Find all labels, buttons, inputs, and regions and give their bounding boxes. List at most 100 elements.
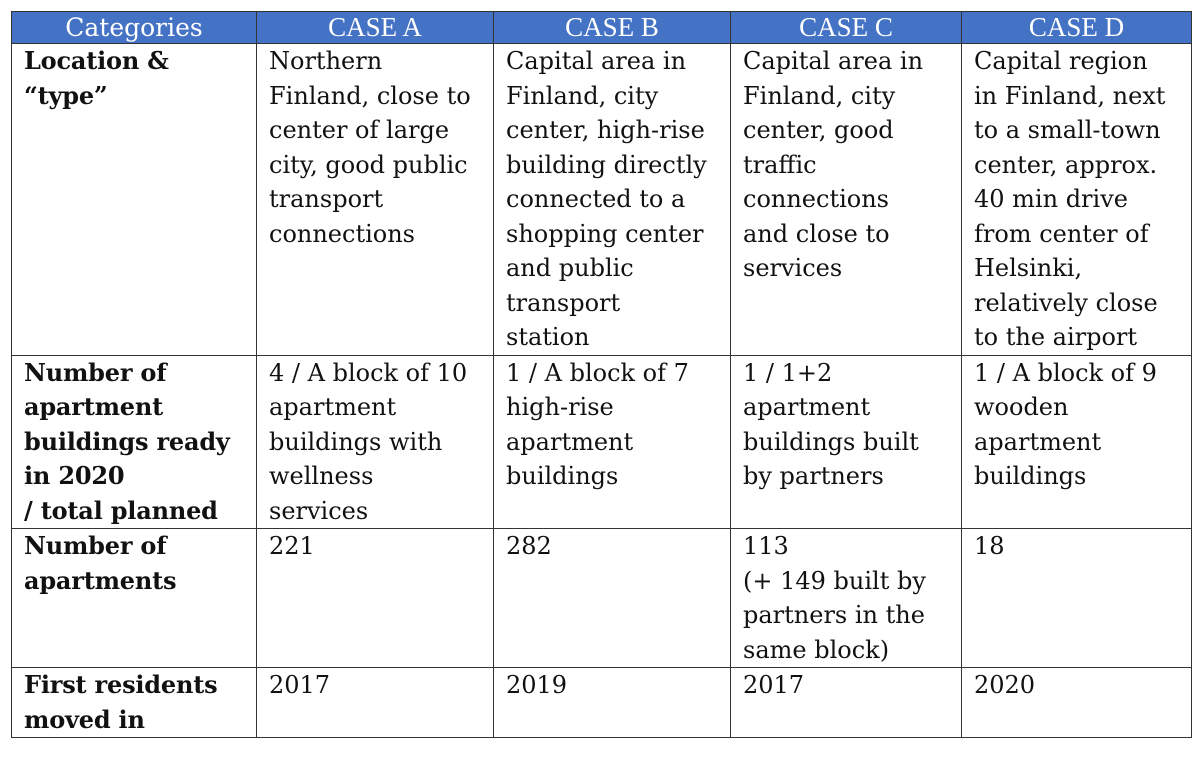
cell-text-line: in Finland, next [974,81,1166,110]
cell-text-line: transport [269,185,384,213]
cell-case-b: 2019 [493,667,731,738]
comparison-table-wrapper: Categories CASE A CASE B CASE C CASE D L… [11,11,1192,738]
cell-text-line: city, good public [269,150,468,179]
cell-text-line: apartment [269,393,397,421]
cell-text-line: center, approx. [974,150,1158,179]
cell-text-line: 2019 [506,671,568,699]
cell-case-a: 221 [256,528,494,668]
cell-text-line: 2020 [974,671,1036,699]
row-first-residents: First residents moved in 2017 2019 2017 2020 [11,667,1192,738]
cell-text-line: apartment [743,393,871,421]
cell-text-line: Capital area in [506,47,687,75]
cell-text-line: services [743,254,843,282]
header-case-b: CASE B [493,11,731,44]
cell-case-a: 4 / A block of 10 apartment buildings with… [256,354,494,529]
cell-case-d: 18 [961,528,1192,668]
cell-text-line: buildings [506,462,619,490]
row-category-cell: Number of apartment buildings ready in 2020… [11,354,257,529]
cell-text-line: 113 [743,532,789,560]
cell-text-line: shopping center [506,219,704,248]
cell-text-line: 1 / A block of 7 [506,358,689,387]
cell-text-line: Helsinki, [974,254,1083,282]
category-text-line: Number of [24,531,167,560]
cell-text-line: Finland, close to [269,81,471,110]
cell-text-line: center of large [269,116,450,144]
cell-text-line: (+ 149 built by [743,566,926,595]
cell-text-line: building directly [506,150,707,179]
cell-text-line: traffic [743,150,817,179]
cell-case-b: 1 / A block of 7 high-rise apartment buildi… [493,354,731,529]
header-categories: Categories [11,11,257,44]
cell-text-line: 40 min drive [974,185,1128,213]
cell-text-line: services [269,496,369,525]
cell-text-line: 1 / A block of 9 [974,358,1157,387]
category-text-line: First residents [24,670,218,699]
cell-text-line: to the airport [974,323,1138,351]
cell-text-line: apartment [506,427,634,456]
cell-text-line: relatively close [974,288,1158,317]
cell-text-line: Finland, city [506,81,659,110]
table-body: Location & “type” Northern Finland, close t… [11,43,1192,738]
header-case-c: CASE C [730,11,962,44]
cell-text-line: wooden [974,393,1069,421]
cell-text-line: connected to a [506,185,686,213]
category-text-line: “type” [24,80,108,110]
cell-text-line: Finland, city [743,81,896,110]
cell-text-line: Capital area in [743,47,924,75]
cell-text-line: connections [269,219,415,248]
cell-text-line: center, good [743,116,894,144]
category-text-line: in 2020 [24,461,125,490]
cell-text-line: Capital region [974,47,1148,75]
cell-text-line: Northern [269,47,383,75]
cell-text-line: transport [506,288,621,317]
header-row: Categories CASE A CASE B CASE C CASE D [11,11,1192,44]
cell-text-line: and close to [743,219,890,248]
cell-text-line: center, high-rise [506,116,705,144]
cell-text-line: 2017 [743,671,805,699]
cell-case-c: 1 / 1+2 apartment buildings built by partne… [730,354,962,529]
cell-text-line: by partners [743,462,884,490]
cell-text-line: 221 [269,532,315,560]
case-comparison-table: Categories CASE A CASE B CASE C CASE D L… [11,11,1192,738]
cell-text-line: 1 / 1+2 [743,358,833,387]
cell-text-line: 4 / A block of 10 [269,358,468,387]
cell-text-line: 282 [506,532,552,560]
cell-case-a: 2017 [256,667,494,738]
cell-text-line: from center of [974,219,1149,248]
cell-text-line: connections [743,185,889,213]
cell-case-d: 1 / A block of 9 wooden apartment buildings [961,354,1192,529]
row-buildings: Number of apartment buildings ready in 2020… [11,354,1192,529]
cell-text-line: 18 [974,532,1005,560]
category-text-line: Location & [24,46,169,75]
category-text-line: apartments [24,565,177,595]
category-text-line: / total planned [24,495,218,525]
cell-text-line: and public [506,254,634,282]
cell-case-d: 2020 [961,667,1192,738]
cell-case-b: Capital area in Finland, city center, high… [493,43,731,356]
category-text-line: Number of [24,357,167,387]
cell-text-line: same block) [743,635,890,664]
row-apartments: Number of apartments 221 282 113 (+ 149 built… [11,528,1192,668]
cell-case-b: 282 [493,528,731,668]
cell-case-a: Northern Finland, close to center of large… [256,43,494,356]
cell-case-c: 2017 [730,667,962,738]
cell-case-d: Capital region in Finland, next to a small… [961,43,1192,356]
cell-text-line: apartment [974,427,1102,456]
row-category-cell: Location & “type” [11,43,257,356]
category-text-line: moved in [24,704,145,734]
cell-text-line: high-rise [506,393,614,421]
cell-text-line: partners in the [743,601,925,629]
cell-text-line: 2017 [269,671,331,699]
cell-case-c: Capital area in Finland, city center, good… [730,43,962,356]
cell-text-line: buildings [974,462,1087,490]
cell-text-line: to a small-town [974,116,1161,144]
cell-case-c: 113 (+ 149 built by partners in the same bl… [730,528,962,668]
row-category-cell: First residents moved in [11,667,257,738]
header-case-d: CASE D [961,11,1192,44]
cell-text-line: station [506,323,590,351]
category-text-line: buildings ready [24,426,230,456]
row-category-cell: Number of apartments [11,528,257,668]
category-text-line: apartment [24,392,164,421]
cell-text-line: wellness [269,462,374,490]
cell-text-line: buildings with [269,427,443,456]
